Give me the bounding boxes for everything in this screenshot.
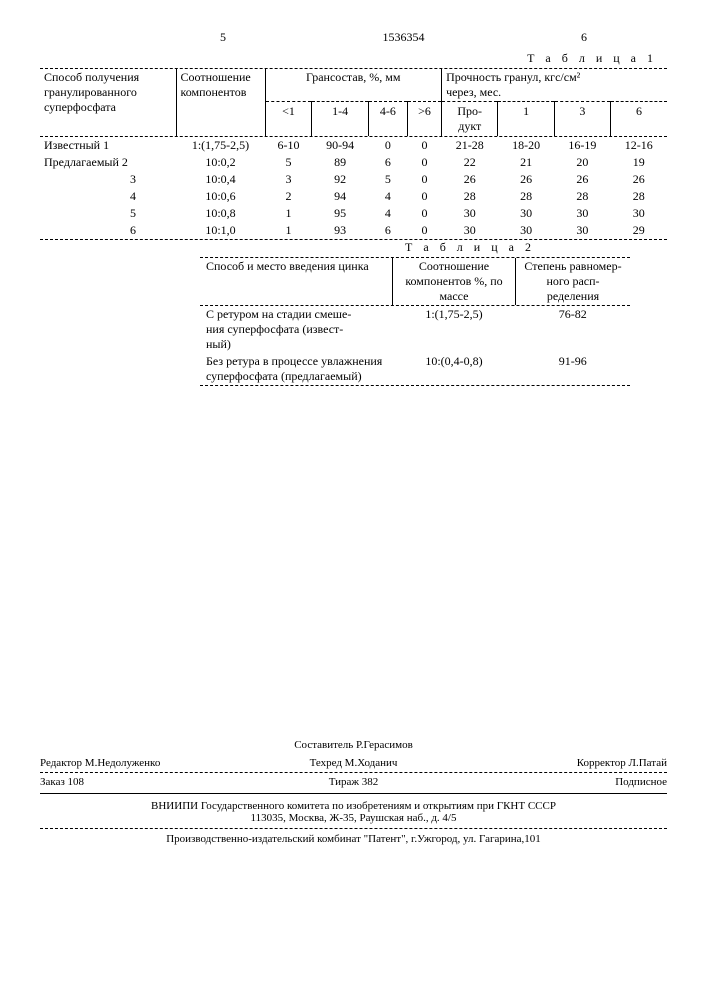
table-row: 510:0,81954030303030 [40,205,667,222]
t1-sub-1: 1 [498,102,554,137]
page-header: 5 1536354 6 [40,30,667,45]
t1-sub-1-4: 1-4 [312,102,368,137]
footer-addr: 113035, Москва, Ж-35, Раушская наб., д. … [40,812,667,824]
t2-head-ratio: Соотношение компонентов %, по массе [393,258,516,305]
footer-tirage: Тираж 382 [249,776,458,788]
t2-head-uniform: Степень равномер- ного расп- ределения [516,258,631,305]
table2: Способ и место введения цинка Соотношени… [200,258,630,385]
footer-sub: Подписное [458,776,667,788]
footer-compiler: Составитель Р.Герасимов [249,739,458,751]
t1-head-strength: Прочность гранул, кгс/см² через, мес. [442,69,667,102]
footer-corrector: Корректор Л.Патай [458,757,667,769]
table2-caption: Т а б л и ц а 2 [200,240,630,255]
col-5-marker: 5 [220,30,226,45]
t1-sub-prod: Про- дукт [442,102,498,137]
table1: Способ получения гранулированного суперф… [40,69,667,239]
table-row: Известный 11:(1,75-2,5)6-1090-940021-281… [40,137,667,154]
footer-printer: Производственно-издательский комбинат "П… [40,829,667,849]
t1-head-ratio: Соотношение компонентов [176,69,265,136]
table-row: Предлагаемый 210:0,25896022212019 [40,154,667,171]
t1-sub-3: 3 [554,102,610,137]
t1-head-method: Способ получения гранулированного суперф… [40,69,176,136]
t1-sub-lt1: <1 [265,102,312,137]
footer-editor: Редактор М.Недолуженко [40,757,249,769]
footer-order: Заказ 108 [40,776,249,788]
table-row: 610:1,01936030303029 [40,222,667,239]
t1-sub-4-6: 4-6 [368,102,407,137]
t1-sub-6: 6 [611,102,667,137]
t1-sub-gt6: >6 [407,102,441,137]
t2-head-method: Способ и место введения цинка [200,258,393,305]
footer-org: ВНИИПИ Государственного комитета по изоб… [40,800,667,812]
col-6-marker: 6 [581,30,587,45]
t1-head-gran: Грансостав, %, мм [265,69,442,102]
table-row: 410:0,62944028282828 [40,188,667,205]
footer: Составитель Р.Герасимов Редактор М.Недол… [40,736,667,849]
footer-techred: Техред М.Ходанич [249,757,458,769]
document-number: 1536354 [383,30,425,45]
table-row: С ретуром на стадии смеше- ния суперфосф… [200,306,630,353]
table1-caption: Т а б л и ц а 1 [40,51,667,66]
table-row: 310:0,43925026262626 [40,171,667,188]
table-row: Без ретура в процессе увлажнения суперфо… [200,353,630,385]
